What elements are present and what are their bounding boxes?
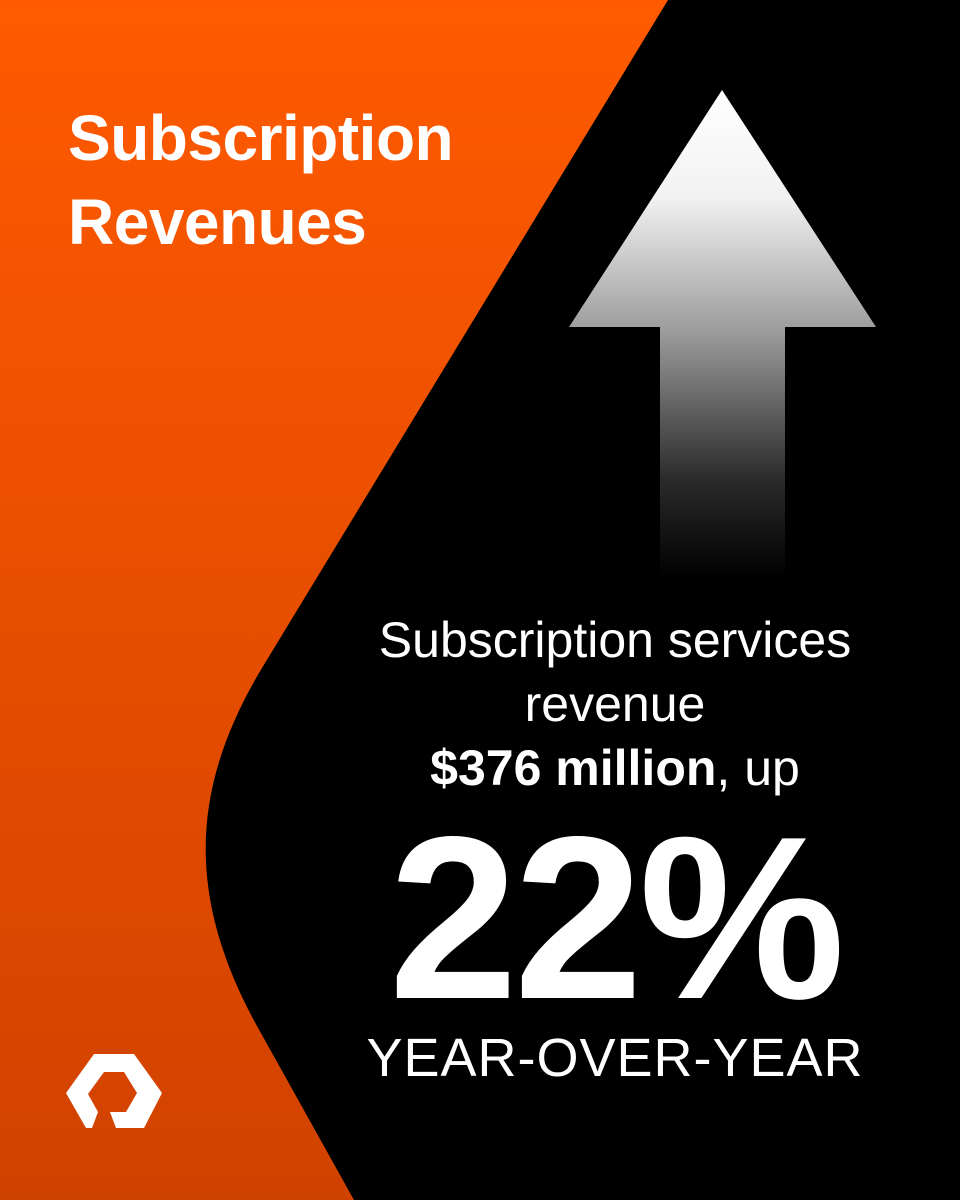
stat-line-1: Subscription services (378, 612, 852, 668)
title-line-1: Subscription (68, 102, 454, 174)
stat-amount-suffix: , up (716, 740, 800, 796)
orange-panel (0, 0, 668, 1200)
stat-amount-line: $376 million, up (330, 736, 900, 800)
stat-amount: $376 million (430, 740, 717, 796)
stat-line-2: revenue (524, 676, 706, 732)
title-line-2: Revenues (68, 186, 367, 258)
up-arrow-icon (569, 90, 876, 578)
stat-block: Subscription services revenue $376 milli… (330, 608, 900, 1088)
page-title: Subscription Revenues (68, 96, 454, 264)
stat-percent: 22% (388, 789, 845, 1048)
brand-logo-icon (66, 1054, 162, 1128)
stat-period: YEAR-OVER-YEAR (366, 1028, 864, 1088)
